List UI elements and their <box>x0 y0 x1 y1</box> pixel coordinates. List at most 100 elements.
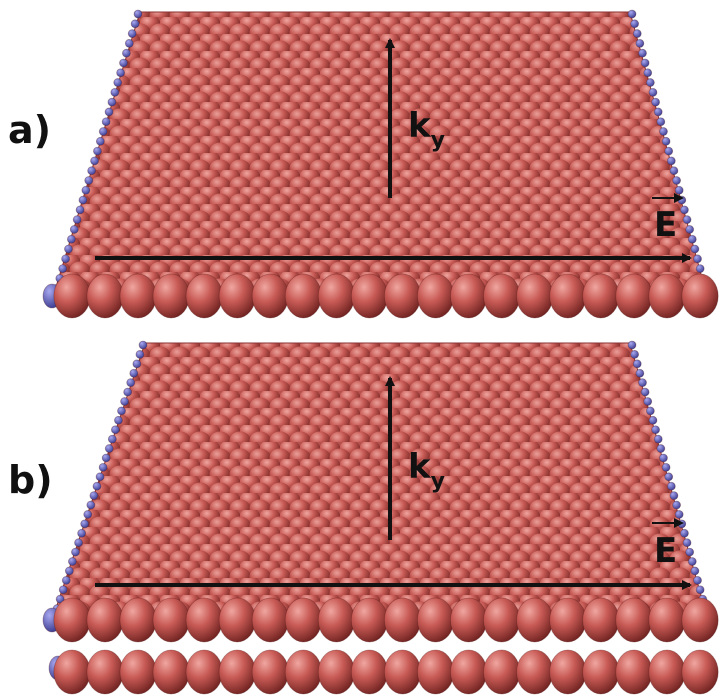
edge-atom <box>113 78 123 87</box>
panel-a: a) ky E <box>8 9 719 319</box>
edge-atom <box>635 38 645 48</box>
atom <box>450 649 488 695</box>
edge-atom <box>659 453 668 463</box>
atom <box>317 649 355 695</box>
atom <box>350 597 389 643</box>
atom <box>86 597 124 643</box>
panel-a-e-label: E <box>654 205 677 245</box>
edge-atom <box>68 557 77 566</box>
atom <box>317 273 355 319</box>
edge-atom <box>693 575 702 585</box>
edge-atom <box>61 254 70 264</box>
atom <box>681 649 719 695</box>
edge-atom <box>640 58 650 68</box>
edge-atom <box>117 406 126 416</box>
edge-atom <box>101 453 111 463</box>
edge-atom <box>135 350 145 359</box>
edge-atom <box>682 215 692 225</box>
edge-atom <box>643 68 653 78</box>
edge-atom <box>693 254 702 264</box>
edge-atom <box>110 425 120 435</box>
edge-atom <box>77 528 87 538</box>
atom <box>185 273 223 319</box>
panel-b-front-atom-row <box>53 597 719 643</box>
edge-atom <box>104 444 114 453</box>
edge-atom <box>638 48 647 58</box>
atom <box>416 597 455 643</box>
atom <box>284 597 322 643</box>
edge-atom <box>648 415 658 425</box>
edge-atom <box>682 538 692 548</box>
atom <box>383 273 422 319</box>
atom <box>350 273 389 319</box>
edge-atom <box>685 225 695 234</box>
atom <box>53 273 91 319</box>
atom <box>218 597 256 643</box>
edge-atom <box>87 166 97 176</box>
edge-atom <box>645 78 655 87</box>
edge-atom <box>653 107 663 117</box>
panel-a-front-atom-row <box>53 273 719 319</box>
atom <box>416 649 455 695</box>
edge-atom <box>132 359 142 369</box>
atom <box>483 649 521 695</box>
atom <box>516 649 554 695</box>
edge-atom <box>66 234 76 244</box>
atom <box>615 273 653 319</box>
edge-atom <box>74 538 83 548</box>
edge-atom <box>93 146 102 156</box>
panel-b-e-label: E <box>654 531 677 571</box>
atom <box>284 273 322 319</box>
edge-atom <box>656 444 666 453</box>
edge-atom <box>672 500 681 510</box>
edge-atom <box>92 481 102 491</box>
edge-atom <box>664 146 674 156</box>
edge-atom <box>64 566 74 576</box>
atom <box>383 597 422 643</box>
edge-atom <box>58 585 68 595</box>
atom <box>450 273 488 319</box>
atom <box>483 597 521 643</box>
atom <box>152 649 190 695</box>
edge-atom <box>130 19 140 29</box>
atom <box>251 273 289 319</box>
edge-atom <box>98 127 108 136</box>
edge-atom <box>669 166 679 176</box>
edge-atom <box>95 472 105 482</box>
edge-atom <box>674 510 684 519</box>
edge-atom <box>630 19 640 29</box>
atom <box>483 273 521 319</box>
atom <box>152 597 190 643</box>
edge-atom <box>98 462 108 472</box>
atom <box>119 649 157 695</box>
edge-atom <box>680 205 689 215</box>
atom <box>516 273 554 319</box>
edge-atom <box>119 58 128 68</box>
panel-a-ky-label: ky <box>408 106 445 153</box>
edge-atom <box>58 264 68 274</box>
edge-atom <box>123 387 133 397</box>
atom <box>185 597 223 643</box>
edge-atom <box>638 378 647 388</box>
atom <box>516 597 554 643</box>
panel-b-second-layer-atom-row <box>53 649 719 695</box>
edge-atom <box>89 491 99 501</box>
atom <box>251 649 289 695</box>
edge-atom <box>687 557 697 566</box>
edge-atom <box>107 434 117 444</box>
atom <box>648 273 686 319</box>
edge-atom <box>690 244 700 254</box>
edge-atom <box>653 434 663 444</box>
atom <box>582 649 620 695</box>
edge-atom <box>685 547 695 557</box>
edge-atom <box>695 264 705 274</box>
panel-b-ky-main: k <box>408 447 432 487</box>
edge-atom <box>101 117 111 127</box>
edge-atom <box>95 136 105 146</box>
atom <box>549 273 587 319</box>
edge-atom <box>664 472 674 482</box>
edge-atom <box>83 510 93 519</box>
panel-b-slab <box>42 340 719 695</box>
edge-atom <box>61 575 71 585</box>
